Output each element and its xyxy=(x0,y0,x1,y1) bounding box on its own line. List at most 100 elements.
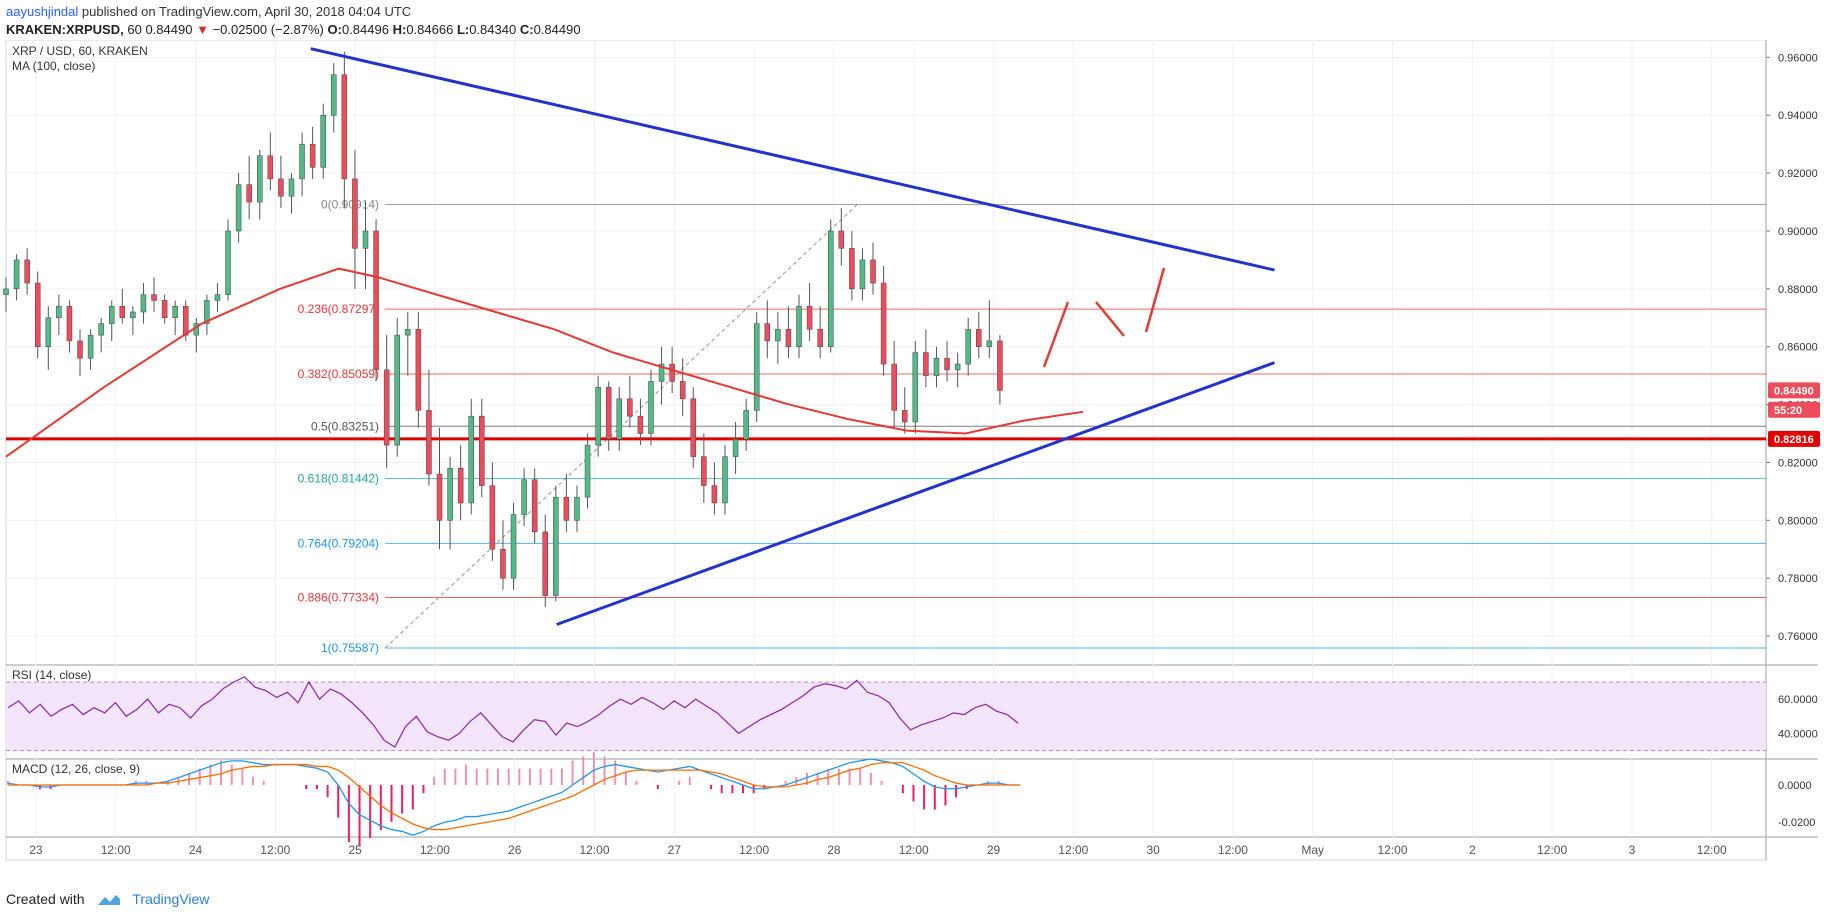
candle-body xyxy=(489,485,496,550)
fib-level-label: 0.764(0.79204) xyxy=(298,536,379,550)
candle-body xyxy=(56,305,62,319)
high-value: 0.84666 xyxy=(406,22,454,37)
candle-body xyxy=(595,386,601,446)
fib-level-label: 0.5(0.83251) xyxy=(311,419,379,433)
publish-info: published on TradingView.com, April 30, … xyxy=(78,4,412,19)
candle-body xyxy=(24,259,30,284)
footer: Created with TradingView xyxy=(6,891,209,907)
candle-body xyxy=(436,473,443,521)
x-tick-label: 28 xyxy=(827,843,841,857)
candle-body xyxy=(584,444,591,498)
candle-body xyxy=(531,479,538,533)
candle-body xyxy=(542,531,548,596)
macd-line xyxy=(7,758,1020,836)
projection-stroke xyxy=(1095,301,1125,337)
candle-body xyxy=(891,363,897,411)
interval-value: 60 xyxy=(127,22,142,37)
candle-body xyxy=(66,305,73,342)
x-tick-label: 25 xyxy=(348,843,362,857)
candle-body xyxy=(870,259,876,284)
candle-body xyxy=(288,178,295,197)
candle-body xyxy=(309,143,316,168)
price-change: −0.02500 (−2.87%) xyxy=(212,22,324,37)
tradingview-brand-link[interactable]: TradingView xyxy=(132,891,210,907)
price-label-box xyxy=(1768,401,1820,418)
candle-body xyxy=(299,143,305,180)
macd-tick-label: -0.0200 xyxy=(1778,817,1815,829)
x-tick-label: May xyxy=(1301,843,1324,857)
candle-body xyxy=(172,305,178,319)
x-tick-label: 26 xyxy=(508,843,522,857)
candle-body xyxy=(77,340,83,359)
x-tick-label: 12:00 xyxy=(260,843,290,857)
candle-body xyxy=(415,329,422,411)
author-link[interactable]: aayushjindal xyxy=(6,4,79,19)
fib-level-label: 0(0.90914) xyxy=(321,198,379,212)
y-tick-label: 0.76000 xyxy=(1778,631,1818,643)
projection-stroke xyxy=(1042,301,1070,368)
candle-body xyxy=(235,184,242,232)
candle-body xyxy=(352,178,358,249)
y-tick-label: 0.90000 xyxy=(1778,226,1818,238)
candle-body xyxy=(457,467,464,504)
x-tick-label: 12:00 xyxy=(1058,843,1088,857)
candle-body xyxy=(775,329,781,342)
candle-body xyxy=(214,294,221,301)
candle-body xyxy=(627,398,633,417)
candle-body xyxy=(257,155,263,203)
candle-body xyxy=(944,358,950,371)
close-value: 0.84490 xyxy=(533,22,581,37)
x-tick-label: 12:00 xyxy=(1218,843,1248,857)
y-tick-label: 0.94000 xyxy=(1778,110,1818,122)
y-tick-label: 0.96000 xyxy=(1778,52,1818,64)
close-label: C: xyxy=(519,22,534,37)
rsi-line xyxy=(7,676,1019,748)
symbol-info-line: KRAKEN:XRPUSD, 60 0.84490 ▼ −0.02500 (−2… xyxy=(6,22,581,37)
trendline-upper xyxy=(310,47,1275,272)
candle-body xyxy=(161,300,168,319)
x-tick-label: 12:00 xyxy=(739,843,769,857)
chart-canvas[interactable]: 23 12:00 24 12:00 25 12:00 26 12:00 27 12:00 28 12:… xyxy=(0,40,1824,880)
publish-line: aayushjindal published on TradingView.co… xyxy=(6,4,411,19)
candle-body xyxy=(722,456,728,504)
candle-body xyxy=(405,329,411,336)
price-label-text: 0.84490 xyxy=(1774,385,1814,397)
candle-body xyxy=(373,230,379,371)
x-tick-label: 3 xyxy=(1629,843,1636,857)
x-tick-label: 12:00 xyxy=(899,843,929,857)
candle-body xyxy=(394,334,400,446)
candle-body xyxy=(479,415,485,486)
symbol-name[interactable]: KRAKEN:XRPUSD, xyxy=(6,22,124,37)
last-price: 0.84490 xyxy=(145,22,193,37)
y-tick-label: 0.80000 xyxy=(1778,515,1818,527)
candle-body xyxy=(468,415,474,504)
x-tick-label: 12:00 xyxy=(1537,843,1567,857)
candle-body xyxy=(859,259,866,290)
candle-body xyxy=(341,74,348,180)
candle-body xyxy=(553,496,559,596)
candle-body xyxy=(278,178,284,197)
x-tick-label: 12:00 xyxy=(580,843,610,857)
candle-body xyxy=(701,456,707,486)
ma-legend: MA (100, close) xyxy=(12,59,95,73)
x-tick-label: 12:00 xyxy=(101,843,131,857)
candle-body xyxy=(806,305,813,330)
x-tick-label: 27 xyxy=(668,843,682,857)
candle-body xyxy=(796,305,802,347)
tradingview-logo-icon xyxy=(98,895,121,906)
candle-body xyxy=(965,329,971,365)
candle-body xyxy=(204,300,210,324)
candle-body xyxy=(3,288,9,295)
candle-body xyxy=(764,323,771,342)
x-tick-label: 12:00 xyxy=(420,843,450,857)
candle-body xyxy=(986,340,993,347)
candle-body xyxy=(130,311,136,319)
candle-body xyxy=(500,549,506,579)
candle-body xyxy=(447,467,453,521)
candle-body xyxy=(849,248,855,290)
open-value: 0.84496 xyxy=(341,22,389,37)
created-with-label: Created with xyxy=(6,891,85,907)
fib-level-label: 1(0.75587) xyxy=(321,641,379,655)
fib-level-label: 0.886(0.77334) xyxy=(298,590,379,604)
candle-body xyxy=(669,363,675,382)
